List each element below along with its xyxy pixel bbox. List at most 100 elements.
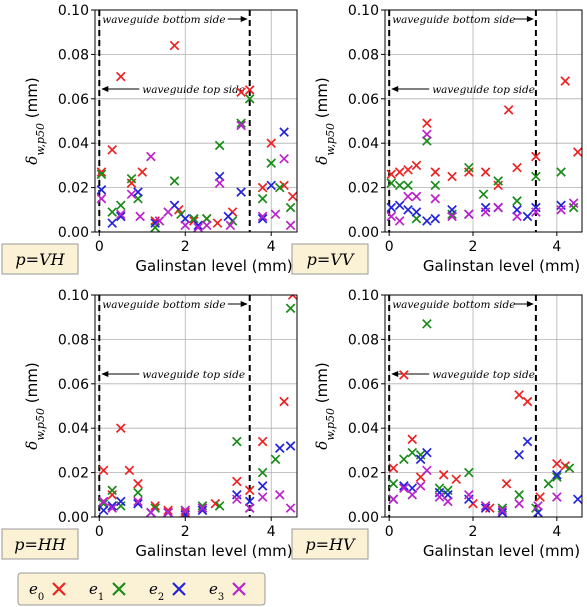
marker-e3 [135, 211, 145, 222]
marker-e0 [279, 396, 289, 407]
marker-e0 [464, 167, 474, 177]
marker-e0 [560, 76, 571, 86]
y-tick-label: 0.02 [58, 181, 89, 197]
marker-e3 [146, 151, 156, 162]
y-tick-label: 0.02 [58, 466, 89, 482]
marker-e3 [225, 220, 236, 231]
marker-e3 [236, 120, 246, 131]
marker-e2 [403, 204, 413, 215]
x-tick-label: 2 [181, 524, 190, 540]
legend-label-e2: e2 [149, 580, 164, 603]
marker-e0 [232, 476, 242, 487]
marker-e1 [244, 93, 255, 104]
marker-e1 [285, 303, 296, 314]
legend-label-e0: e0 [29, 580, 44, 603]
marker-e1 [464, 467, 474, 478]
marker-e2 [522, 436, 533, 447]
marker-e2 [422, 447, 432, 458]
axes-frame [384, 294, 583, 518]
marker-e3 [257, 492, 268, 502]
marker-e1 [388, 478, 399, 489]
marker-e3 [464, 209, 474, 220]
y-tick-label: 0.04 [348, 421, 379, 437]
marker-e1 [493, 176, 503, 186]
x-tick-label: 2 [469, 524, 478, 540]
marker-e1 [443, 485, 453, 496]
marker-e1 [214, 501, 225, 511]
y-tick-label: 0.08 [58, 47, 89, 63]
marker-e1 [399, 454, 409, 465]
marker-e2 [275, 443, 285, 453]
marker-e2 [98, 505, 109, 516]
marker-e2 [386, 202, 397, 213]
marker-e3 [126, 189, 137, 200]
marker-e0 [399, 370, 409, 380]
marker-e2 [115, 211, 126, 222]
marker-e0 [438, 470, 449, 480]
marker-e1 [189, 213, 199, 224]
marker-e1 [422, 319, 432, 329]
legend-marker-e0 [52, 582, 66, 596]
marker-e1 [270, 454, 281, 465]
marker-e3 [407, 489, 418, 500]
marker-e0 [115, 71, 126, 82]
x-tick-label: 4 [552, 524, 561, 540]
marker-e0 [115, 423, 126, 434]
x-tick-label: 4 [267, 524, 276, 540]
marker-e0 [266, 138, 277, 149]
y-tick-label: 0.06 [58, 92, 89, 108]
marker-e0 [403, 165, 413, 175]
legend-marker-e3 [232, 582, 246, 596]
marker-e1 [556, 167, 566, 177]
marker-e3 [493, 202, 503, 213]
marker-e0 [451, 474, 462, 485]
annotation-bottom-side: waveguide bottom side [102, 14, 225, 26]
marker-e0 [287, 295, 297, 300]
markers [386, 76, 582, 226]
marker-e1 [434, 483, 445, 493]
marker-e0 [503, 105, 514, 115]
marker-e0 [244, 85, 255, 95]
y-tick-label: 0.10 [348, 288, 379, 304]
y-tick-label: 0.08 [348, 47, 379, 63]
marker-e3 [394, 216, 405, 226]
marker-e3 [232, 494, 242, 505]
marker-e1 [257, 193, 268, 204]
y-axis-label: δw,p50 (mm) [313, 77, 337, 164]
marker-e1 [214, 140, 225, 151]
chart-panel-2: 0.00 0.02 0.04 0.06 0.08 0.10 0 2 4 Galinstan lev… [291, 3, 583, 275]
marker-e0 [133, 478, 143, 489]
x-tick-label: 2 [469, 239, 478, 255]
annotation-arrowhead [526, 16, 534, 22]
y-tick-label: 0.00 [348, 510, 379, 526]
marker-e1 [568, 202, 579, 213]
marker-e1 [386, 178, 397, 188]
marker-e0 [124, 465, 135, 476]
marker-e2 [107, 501, 117, 511]
marker-e3 [180, 220, 191, 231]
marker-e2 [522, 211, 533, 222]
marker-e0 [522, 396, 533, 407]
annotation-bottom-side: waveguide bottom side [392, 299, 515, 311]
marker-e1 [543, 478, 554, 489]
marker-e0 [386, 169, 397, 180]
panel-label-box [291, 528, 369, 560]
marker-e2 [257, 481, 268, 491]
y-tick-label: 0.04 [348, 136, 379, 152]
markers [96, 40, 297, 232]
annotation-arrowhead [101, 86, 109, 92]
annotation-arrowhead [391, 371, 399, 377]
marker-e3 [464, 489, 474, 500]
marker-e3 [146, 507, 156, 517]
marker-e1 [285, 202, 296, 213]
marker-e3 [214, 178, 225, 188]
marker-e2 [464, 494, 474, 505]
marker-e1 [107, 485, 117, 496]
marker-e2 [480, 202, 491, 213]
marker-e0 [150, 501, 160, 511]
marker-e3 [388, 494, 399, 505]
marker-e1 [407, 447, 418, 458]
marker-e3 [163, 507, 173, 517]
marker-e3 [197, 503, 208, 513]
marker-e2 [422, 216, 432, 226]
